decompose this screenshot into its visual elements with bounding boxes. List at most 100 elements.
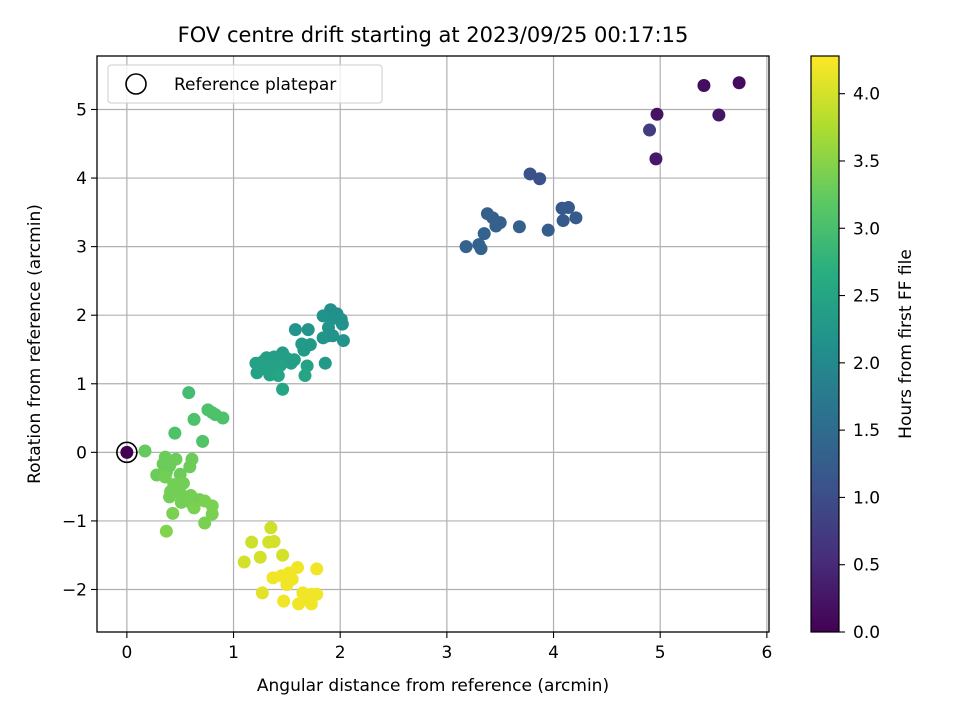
data-point <box>159 524 173 538</box>
data-point <box>166 506 180 520</box>
grid-lines <box>97 56 769 632</box>
colorbar-tick-label: 3.5 <box>853 152 880 172</box>
data-point <box>183 460 197 474</box>
x-tick-label: 6 <box>761 643 772 663</box>
data-point <box>276 382 290 396</box>
data-point <box>316 331 330 345</box>
colorbar-tick-label: 0.0 <box>853 623 880 643</box>
data-point <box>533 172 547 186</box>
data-point <box>196 434 210 448</box>
data-point <box>292 597 306 611</box>
data-point <box>271 369 285 383</box>
y-tick-label: 3 <box>76 238 87 258</box>
x-tick-label: 1 <box>228 643 239 663</box>
legend-label: Reference platepar <box>174 75 336 95</box>
data-point <box>216 411 230 425</box>
data-point <box>477 227 491 241</box>
data-points <box>138 76 746 611</box>
data-point <box>264 521 278 535</box>
data-point <box>187 501 201 515</box>
colorbar-tick-label: 4.0 <box>853 85 880 105</box>
legend: Reference platepar <box>107 64 383 104</box>
x-tick-label: 5 <box>655 643 666 663</box>
colorbar-tick-label: 2.0 <box>853 354 880 374</box>
data-point <box>267 534 281 548</box>
data-point <box>643 123 657 137</box>
data-point <box>298 369 312 383</box>
legend-box <box>107 64 383 104</box>
data-point <box>301 323 315 337</box>
data-point <box>318 356 332 370</box>
data-point <box>712 108 726 122</box>
colorbar-tick-label: 1.0 <box>853 488 880 508</box>
y-tick-label: 4 <box>76 169 87 189</box>
data-point <box>173 486 187 500</box>
data-point <box>336 334 350 348</box>
data-point <box>649 152 663 166</box>
data-point <box>523 167 537 181</box>
data-point <box>732 76 746 90</box>
y-tick-label: 0 <box>76 443 87 463</box>
colorbar-tick-label: 0.5 <box>853 556 880 576</box>
x-tick-label: 0 <box>121 643 132 663</box>
x-tick-label: 4 <box>548 643 559 663</box>
data-point <box>163 490 177 504</box>
colorbar-gradient <box>810 55 840 633</box>
y-tick-label: −1 <box>62 512 87 532</box>
colorbar: 0.0 0.5 1.0 1.5 2.0 2.5 3.0 3.5 4.0 Hours from f… <box>810 55 916 643</box>
x-axis-label: Angular distance from reference (arcmin) <box>257 676 609 696</box>
data-point <box>277 594 291 608</box>
data-point <box>284 356 298 370</box>
data-point <box>541 223 555 237</box>
x-tick-label: 3 <box>441 643 452 663</box>
colorbar-tick-label: 3.0 <box>853 219 880 239</box>
data-point <box>297 343 311 357</box>
data-point <box>168 426 182 440</box>
data-point <box>489 219 503 233</box>
data-point <box>280 578 294 592</box>
data-point <box>158 470 172 484</box>
legend-reference-marker <box>125 73 147 95</box>
data-point <box>310 562 324 576</box>
data-point <box>205 507 219 521</box>
data-point <box>335 317 349 331</box>
y-ticks: −2 −1 0 1 2 3 4 5 <box>62 100 97 600</box>
reference-point <box>120 445 134 459</box>
y-tick-label: 5 <box>76 100 87 120</box>
data-point <box>187 412 201 426</box>
data-point <box>266 571 280 585</box>
data-point <box>561 201 575 215</box>
colorbar-tick-label: 2.5 <box>853 287 880 307</box>
reference-marker-layer <box>116 441 138 464</box>
data-point <box>512 220 526 234</box>
y-tick-label: −2 <box>62 580 87 600</box>
data-point <box>138 444 152 458</box>
y-tick-label: 2 <box>76 306 87 326</box>
y-axis-label: Rotation from reference (arcmin) <box>25 204 45 484</box>
plot-frame <box>96 55 770 633</box>
data-point <box>250 366 264 380</box>
data-point <box>459 240 473 254</box>
y-tick-label: 1 <box>76 375 87 395</box>
reference-marker <box>116 441 138 464</box>
data-point <box>650 107 664 121</box>
data-point <box>556 214 570 228</box>
data-point <box>253 550 267 564</box>
data-point <box>276 548 290 562</box>
colorbar-label: Hours from first FF file <box>896 249 916 439</box>
colorbar-tick-label: 1.5 <box>853 421 880 441</box>
data-point <box>474 242 488 256</box>
data-point <box>310 587 324 601</box>
data-point <box>198 516 212 530</box>
data-point <box>245 535 259 549</box>
colorbar-ticks: 0.0 0.5 1.0 1.5 2.0 2.5 3.0 3.5 4.0 <box>839 85 880 643</box>
data-point <box>237 555 251 569</box>
data-point <box>182 386 196 400</box>
x-ticks: 0 1 2 3 4 5 6 <box>121 632 772 663</box>
x-tick-label: 2 <box>335 643 346 663</box>
data-point <box>697 78 711 92</box>
chart-title: FOV centre drift starting at 2023/09/25 … <box>178 23 689 47</box>
data-point <box>288 323 302 337</box>
data-point <box>304 597 318 611</box>
